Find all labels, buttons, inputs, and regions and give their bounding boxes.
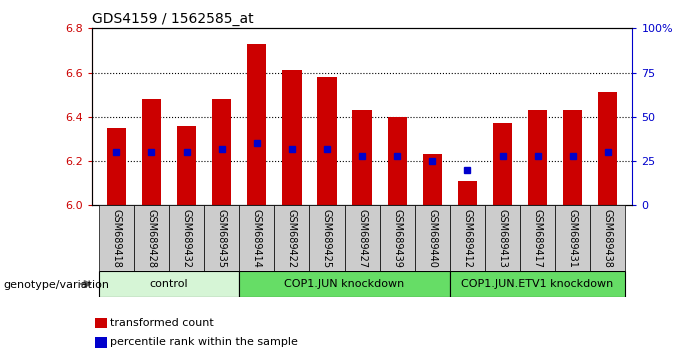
- Bar: [388, 117, 407, 205]
- Bar: [485, 205, 520, 271]
- Text: COP1.JUN.ETV1 knockdown: COP1.JUN.ETV1 knockdown: [462, 279, 614, 289]
- Bar: [177, 126, 197, 205]
- Text: COP1.JUN knockdown: COP1.JUN knockdown: [284, 279, 405, 289]
- Text: transformed count: transformed count: [110, 318, 214, 328]
- Bar: [142, 99, 161, 205]
- Text: GSM689435: GSM689435: [217, 209, 226, 268]
- Bar: [415, 205, 450, 271]
- Text: GSM689440: GSM689440: [427, 209, 437, 268]
- Text: GDS4159 / 1562585_at: GDS4159 / 1562585_at: [92, 12, 254, 26]
- Bar: [493, 124, 512, 205]
- Bar: [590, 205, 626, 271]
- Bar: [450, 205, 485, 271]
- Bar: [563, 110, 582, 205]
- Bar: [309, 205, 345, 271]
- Bar: [99, 205, 134, 271]
- Text: GSM689439: GSM689439: [392, 209, 402, 268]
- Bar: [282, 70, 301, 205]
- Bar: [239, 271, 450, 297]
- Bar: [458, 181, 477, 205]
- Bar: [274, 205, 309, 271]
- Bar: [352, 110, 372, 205]
- Text: percentile rank within the sample: percentile rank within the sample: [110, 337, 298, 347]
- Bar: [134, 205, 169, 271]
- Text: genotype/variation: genotype/variation: [3, 280, 109, 290]
- Bar: [212, 99, 231, 205]
- Bar: [528, 110, 547, 205]
- Text: GSM689432: GSM689432: [182, 209, 192, 268]
- Bar: [169, 205, 204, 271]
- Bar: [379, 205, 415, 271]
- Bar: [318, 77, 337, 205]
- Bar: [204, 205, 239, 271]
- Bar: [598, 92, 617, 205]
- Text: control: control: [150, 279, 188, 289]
- Bar: [555, 205, 590, 271]
- Bar: [345, 205, 379, 271]
- Text: GSM689427: GSM689427: [357, 209, 367, 268]
- Text: GSM689414: GSM689414: [252, 209, 262, 268]
- Bar: [423, 154, 442, 205]
- Text: GSM689422: GSM689422: [287, 209, 297, 268]
- Text: GSM689413: GSM689413: [498, 209, 507, 268]
- Text: GSM689431: GSM689431: [568, 209, 578, 268]
- Text: GSM689412: GSM689412: [462, 209, 473, 268]
- Bar: [450, 271, 626, 297]
- Text: GSM689418: GSM689418: [112, 209, 121, 268]
- Text: GSM689417: GSM689417: [532, 209, 543, 268]
- Bar: [239, 205, 274, 271]
- Bar: [247, 44, 267, 205]
- Bar: [107, 128, 126, 205]
- Bar: [99, 271, 239, 297]
- Text: GSM689428: GSM689428: [146, 209, 156, 268]
- Text: GSM689425: GSM689425: [322, 209, 332, 268]
- Bar: [520, 205, 555, 271]
- Text: GSM689438: GSM689438: [603, 209, 613, 268]
